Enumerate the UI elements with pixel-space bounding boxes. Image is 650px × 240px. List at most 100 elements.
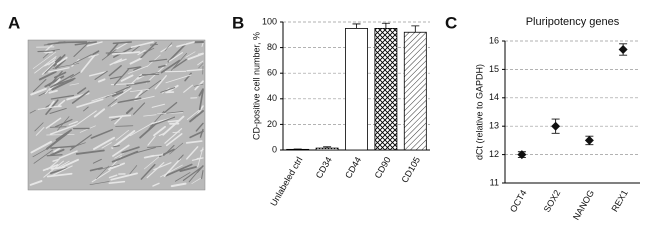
cell [146,162,165,179]
cell [91,92,117,102]
cell [89,181,110,186]
cell [147,145,162,148]
cell [197,60,204,66]
cell [97,78,106,83]
cell [121,146,140,154]
cell [42,52,49,59]
cell [37,50,56,53]
cell [51,165,73,177]
cell [53,77,76,87]
cell [50,148,65,156]
cell [152,182,160,187]
bar [315,147,339,151]
cell [48,70,63,87]
cell [92,50,100,56]
cell [38,70,57,81]
cell [101,49,117,61]
cell [138,79,162,97]
error-bar [352,23,361,29]
cell [32,78,47,93]
cell [187,52,204,61]
cell [157,64,166,69]
cell [128,65,149,74]
cell [38,82,65,97]
cell [61,158,80,168]
cell [163,158,182,177]
cell [92,136,116,150]
cell [110,172,138,181]
cell [43,42,55,53]
cell [201,42,204,47]
cell [88,71,107,77]
cell [165,74,192,84]
cell [77,87,87,95]
error-bar [381,22,390,29]
cell [187,108,201,120]
cell [90,128,114,139]
cell [109,58,123,66]
cell [127,66,141,70]
cell [111,51,141,55]
cell [114,41,130,51]
cell [49,124,76,135]
x-tick-label: CD90 [373,155,393,180]
cell [167,43,187,63]
cell [132,102,146,115]
cell [150,116,176,127]
marker [584,135,594,145]
x-tick-label: CD44 [343,155,363,180]
cell [70,71,81,79]
cell [56,56,68,65]
cell [134,90,143,100]
cell [46,134,75,136]
cell [182,165,204,181]
cell [170,182,187,188]
cell [69,134,92,151]
cell [126,80,151,86]
cell [185,51,196,58]
cell [143,154,155,159]
cell [75,149,105,155]
cell [201,170,204,180]
cell [50,166,65,170]
cell [44,75,65,88]
cell [157,112,184,115]
cell [37,105,62,110]
cell [153,162,172,171]
y-tick-label: 100 [262,16,277,26]
cell [83,106,89,112]
cell [49,126,67,128]
cell [51,78,74,91]
y-tick-label: 13 [489,121,499,131]
x-tick-label: REX1 [609,188,629,213]
cell [114,58,127,64]
cell [174,172,191,182]
cell [55,129,72,141]
cell [133,66,142,71]
cell [30,140,53,154]
x-tick-label: NANOG [571,188,596,221]
cell [93,108,106,118]
cell [49,107,67,114]
cell [30,87,47,96]
x-tick-label: SOX2 [542,188,563,214]
y-axis-label: dCt (relative to GAPDH) [474,64,484,160]
cell [94,70,108,80]
cell [191,157,204,161]
y-tick-label: 15 [489,64,499,74]
cell [48,100,55,108]
cell [53,71,67,79]
cell [45,117,62,129]
cell [32,51,56,69]
cell [108,162,125,171]
cell [101,142,112,149]
panel-label: C [445,13,457,32]
bar [345,27,368,151]
cell [129,122,154,137]
cell [163,144,175,156]
cell [198,89,204,111]
cell [113,45,135,58]
cell [195,122,204,132]
cell [89,167,103,172]
cell [131,147,156,155]
